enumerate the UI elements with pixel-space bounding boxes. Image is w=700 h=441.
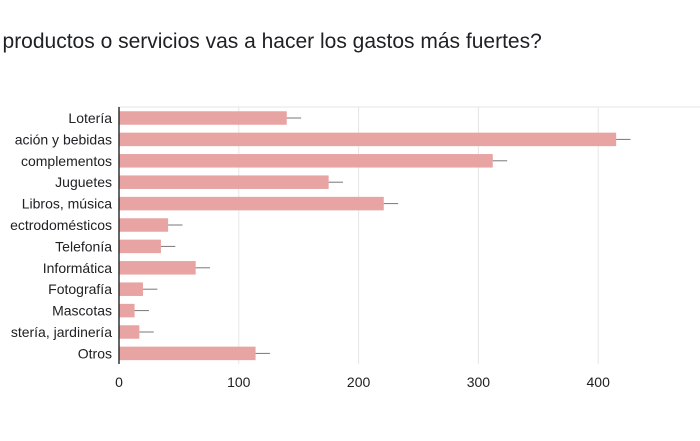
category-label: ación y bebidas <box>15 131 112 147</box>
error-bars <box>134 117 631 354</box>
bar <box>119 261 196 275</box>
bar <box>119 154 493 168</box>
category-label: ectrodomésticos <box>10 217 112 233</box>
bar <box>119 111 287 125</box>
category-labels: Lotería ación y bebidas complementos Juguet… <box>10 110 112 361</box>
bar <box>119 196 384 211</box>
bar <box>119 175 329 189</box>
gridlines <box>119 106 700 364</box>
bar <box>119 218 169 232</box>
x-tick-label: 200 <box>347 374 371 390</box>
category-label: Juguetes <box>55 174 112 190</box>
x-tick-label: 0 <box>115 374 123 390</box>
category-label: complementos <box>21 153 112 169</box>
x-tick-label: 100 <box>227 374 251 390</box>
bar <box>119 303 135 318</box>
category-label: Telefonía <box>55 238 112 254</box>
x-tick-label: 400 <box>587 374 611 390</box>
category-label: Libros, música <box>22 196 112 212</box>
category-label: Lotería <box>68 110 112 126</box>
bars <box>119 111 617 361</box>
bar <box>119 132 617 147</box>
x-tick-label: 300 <box>467 374 491 390</box>
category-label: stería, jardinería <box>11 324 112 340</box>
bar <box>119 282 143 296</box>
category-label: Mascotas <box>52 303 112 319</box>
x-tick-labels: 0 100 200 300 400 <box>115 374 610 390</box>
category-label: Informática <box>43 260 112 276</box>
category-label: Otros <box>78 345 112 361</box>
chart-title: é productos o servicios vas a hacer los … <box>0 30 542 53</box>
category-label: Fotografía <box>48 281 112 297</box>
bar <box>119 239 161 254</box>
bar <box>119 346 256 361</box>
bar <box>119 325 140 339</box>
